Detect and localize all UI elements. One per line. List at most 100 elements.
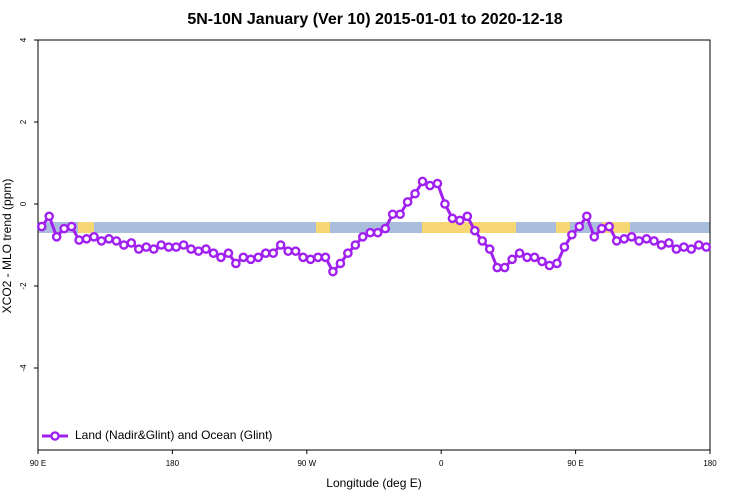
data-point [649,236,659,246]
legend-marker [50,431,60,441]
data-point [104,234,114,244]
y-axis-label: XCO2 - MLO trend (ppm) [0,179,14,314]
data-point [119,240,129,250]
data-point [492,262,503,273]
data-point [238,252,249,263]
data-point [66,221,77,232]
ocean-band [38,222,710,233]
data-point [604,221,615,232]
data-point [163,242,174,252]
x-tick-label: 90 E [567,459,583,468]
data-point [559,242,570,252]
land-patch [602,222,630,233]
data-point [133,244,144,254]
data-point [626,231,637,242]
data-point [395,209,405,220]
data-point [432,178,443,189]
data-point [193,246,204,256]
data-point [417,176,428,187]
data-point [253,252,264,263]
data-point [268,248,279,258]
data-point [529,252,540,263]
data-point [499,262,510,273]
data-point [335,258,346,269]
data-point [522,252,532,263]
x-tick-label: 180 [703,459,717,468]
data-point [372,227,383,238]
data-point [186,244,196,254]
data-point [350,240,361,250]
data-point [81,234,92,244]
data-point [507,254,517,265]
data-point [156,240,166,250]
data-point [380,223,391,234]
data-point [567,229,577,240]
data-point [447,213,458,224]
land-patch [556,222,570,233]
data-point [245,254,256,265]
x-tick-label: 0 [439,459,444,468]
data-point [574,221,585,232]
data-point [462,211,473,222]
data-point [260,248,271,258]
data-point [552,258,562,269]
data-point [89,231,99,242]
data-point [59,223,69,234]
data-point [425,180,435,191]
data-point [223,248,234,258]
x-tick-label: 90 E [30,459,46,468]
data-point [589,231,600,242]
data-point [440,199,450,209]
data-point [126,238,137,248]
data-point [231,258,241,269]
data-point [656,240,667,250]
data-point [686,244,697,254]
data-point [619,234,629,244]
y-tick-label: -4 [19,364,28,372]
data-point [51,231,62,242]
data-point [544,260,555,271]
data-point [111,236,122,246]
land-patch [422,222,516,233]
data-point [694,240,704,250]
data-point [641,234,652,244]
data-point [484,244,495,254]
data-point [514,248,525,258]
land-patch [316,222,330,233]
data-point [596,223,607,234]
y-tick-label: 0 [19,201,28,206]
data-point [365,227,376,238]
y-tick-label: -2 [19,282,28,290]
data-point [305,254,316,265]
data-point [275,240,286,250]
data-point [357,231,368,242]
data-point [701,242,712,252]
data-point [313,252,323,263]
data-point [611,236,622,246]
data-point [402,197,413,207]
data-point [96,236,107,246]
data-point [671,244,682,254]
data-point [634,236,644,246]
data-point [216,252,226,263]
map-band [38,222,710,233]
data-point [477,236,488,246]
data-point [74,235,84,245]
data-point [283,246,293,256]
data-point [664,238,674,248]
data-point [44,211,55,222]
data-point [148,244,159,254]
data-point [343,248,353,258]
y-tick-label: 2 [19,119,28,124]
data-point [290,246,301,256]
x-axis-label: Longitude (deg E) [326,476,421,490]
data-point [410,188,420,199]
y-tick-label: 4 [19,37,28,42]
land-patch [78,222,94,233]
data-point [208,248,219,258]
data-point [328,266,338,277]
chart-title: 5N-10N January (Ver 10) 2015-01-01 to 20… [187,11,562,28]
data-point [178,240,189,250]
data-point [455,215,465,226]
